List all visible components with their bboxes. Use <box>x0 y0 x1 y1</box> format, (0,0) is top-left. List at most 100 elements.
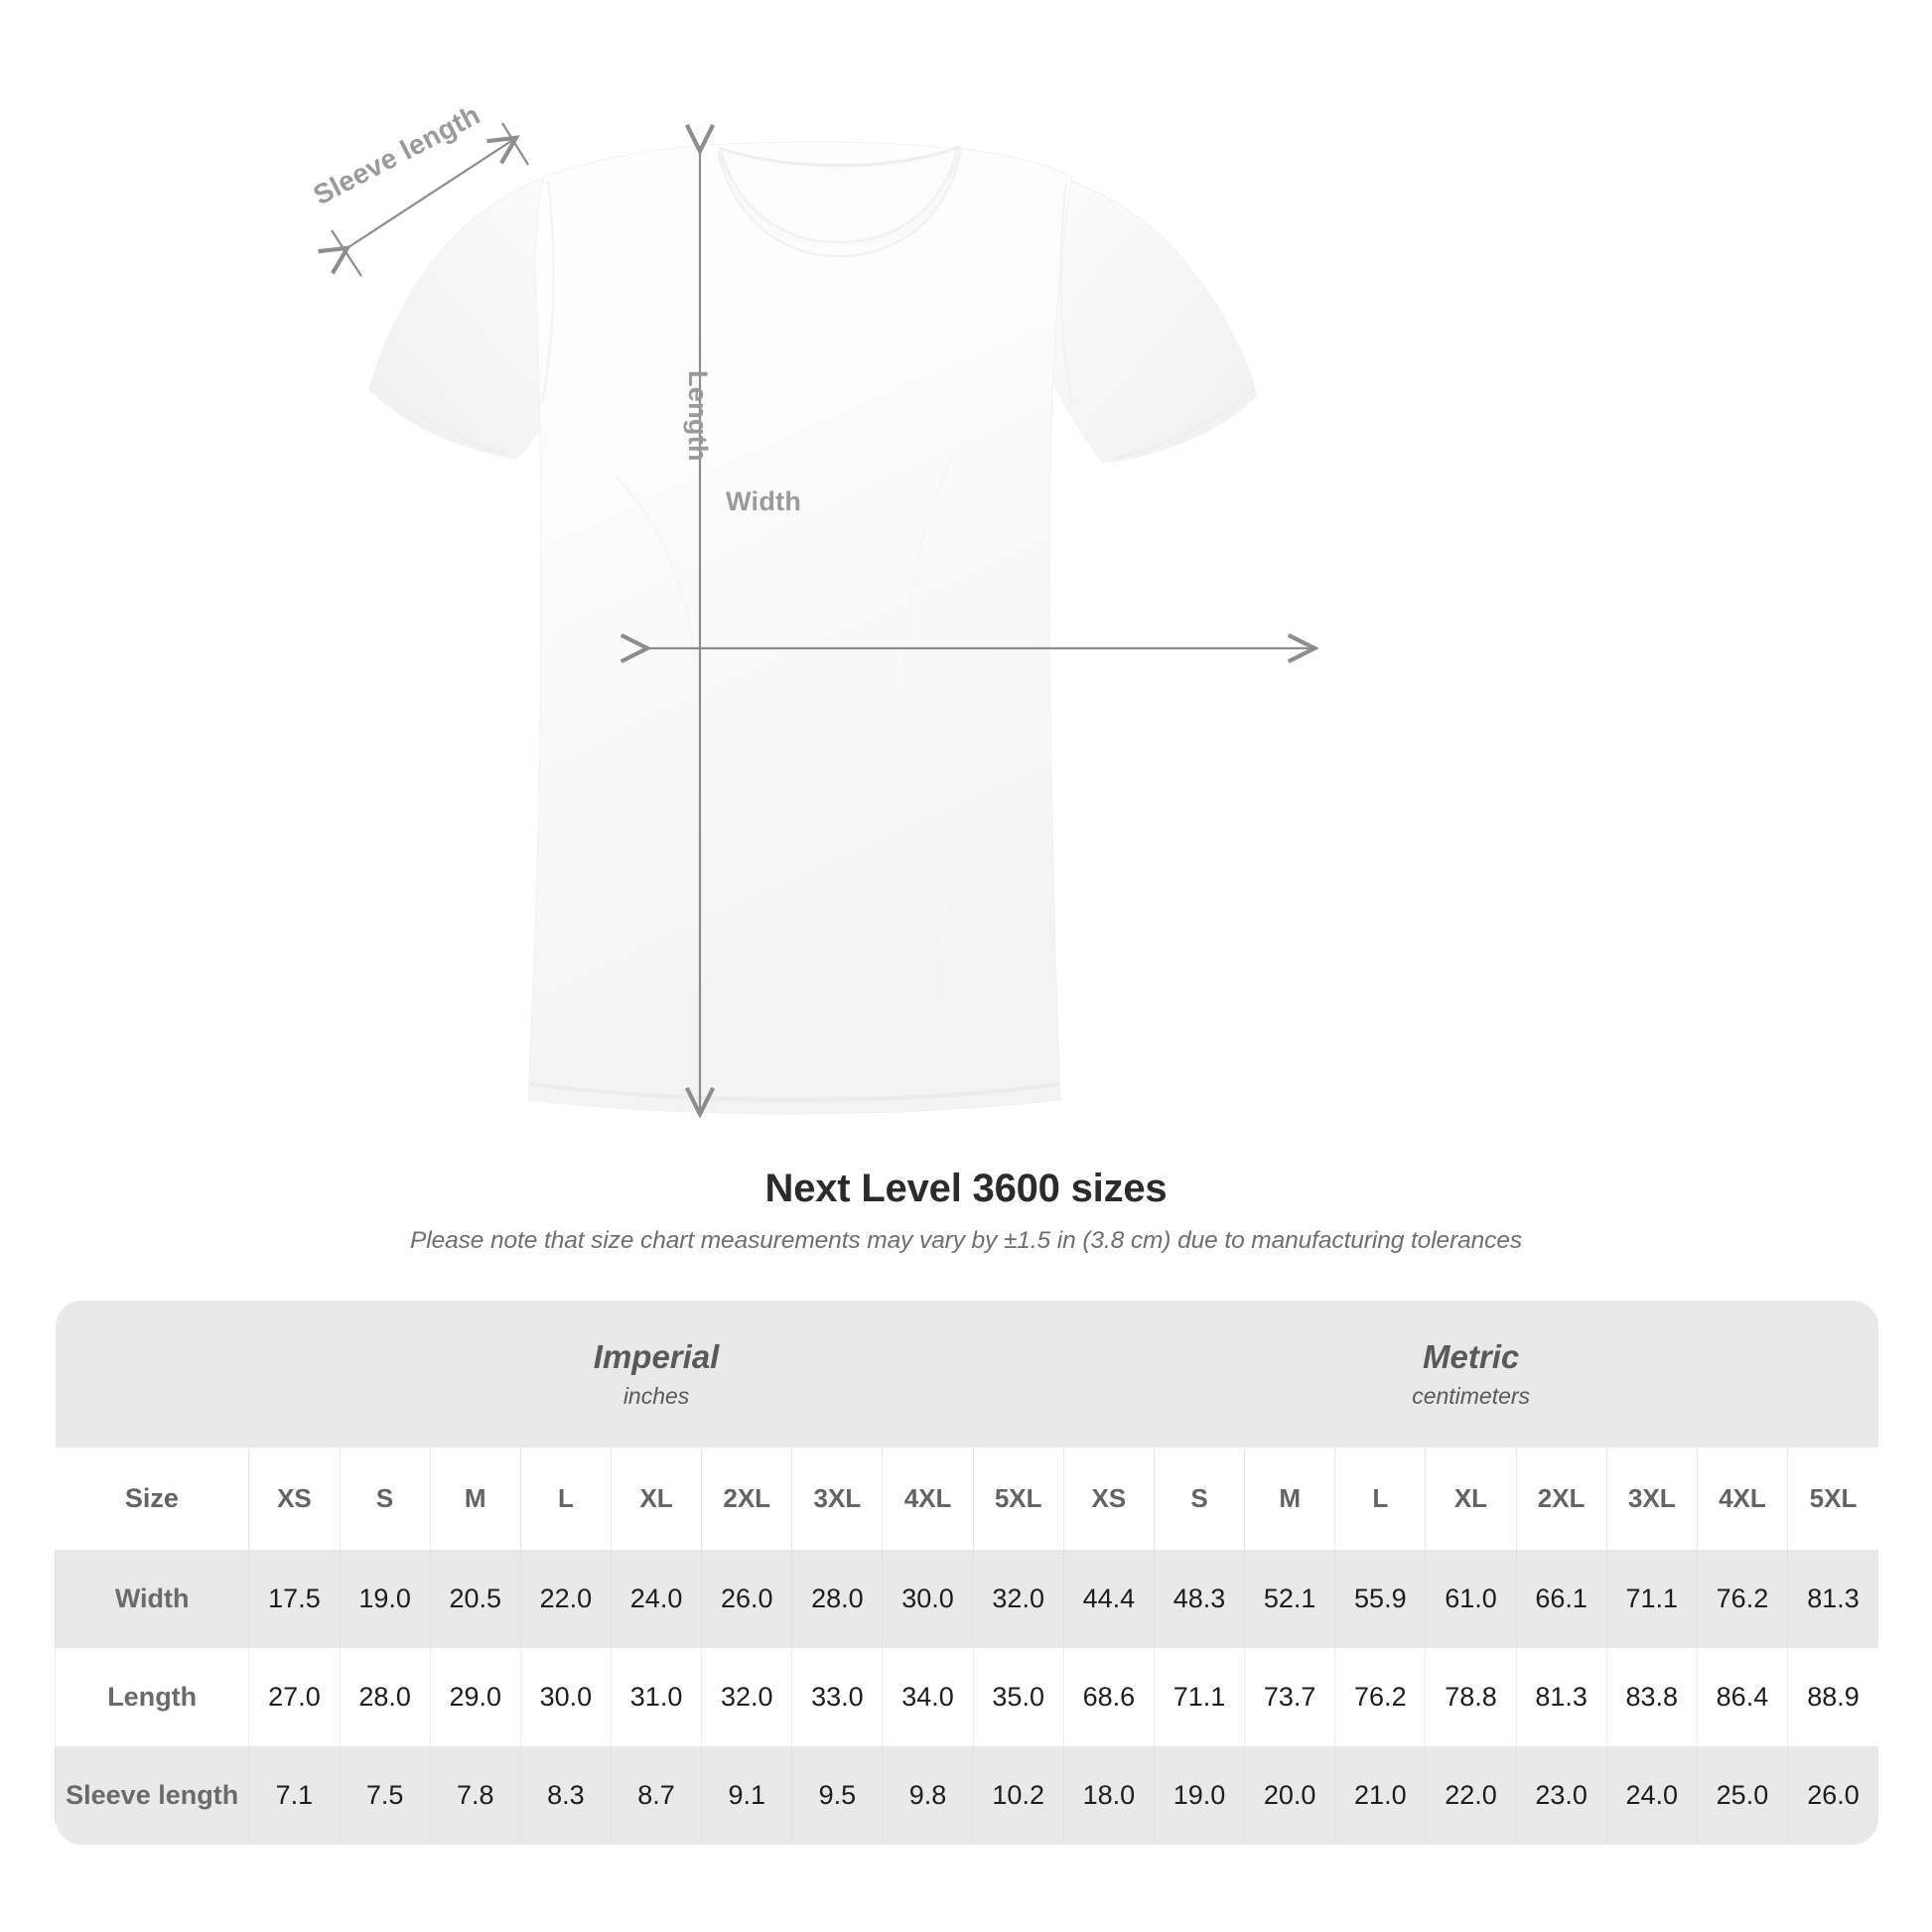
cell-length-metric-2xl: 81.3 <box>1515 1648 1607 1746</box>
unit-group-row: Imperial inches Metric centimeters <box>55 1301 1878 1448</box>
cell-length-metric-3xl: 83.8 <box>1605 1648 1698 1746</box>
cell-sleeve-imperial-3xl: 9.5 <box>791 1746 883 1845</box>
right-shoulder-seam <box>1059 182 1074 406</box>
cell-sleeve-metric-l: 21.0 <box>1334 1746 1426 1845</box>
unit-group-imperial: Imperial inches <box>248 1301 1064 1448</box>
tolerance-note: Please note that size chart measurements… <box>410 1227 1522 1254</box>
width-label: Width <box>726 486 802 516</box>
cell-width-imperial-4xl: 30.0 <box>882 1550 974 1648</box>
unit-group-imperial-sub: inches <box>622 1383 690 1409</box>
tshirt-body <box>527 141 1073 1115</box>
row-label-length: Length <box>55 1648 249 1746</box>
cell-length-metric-s: 71.1 <box>1153 1648 1245 1746</box>
size-header-imperial-m: M <box>429 1448 521 1550</box>
cell-length-metric-5xl: 88.9 <box>1787 1648 1878 1746</box>
size-header-metric-xl: XL <box>1425 1448 1517 1550</box>
title-block: Next Level 3600 sizes Please note that s… <box>0 1167 1932 1255</box>
cell-length-metric-4xl: 86.4 <box>1696 1648 1788 1746</box>
sleeve-length-cap-right <box>501 122 529 166</box>
cell-sleeve-metric-xs: 18.0 <box>1062 1746 1155 1845</box>
left-shoulder-seam <box>540 180 555 404</box>
cell-width-imperial-l: 22.0 <box>519 1550 612 1648</box>
row-label-width: Width <box>55 1550 249 1648</box>
cell-sleeve-metric-xl: 22.0 <box>1425 1746 1517 1845</box>
cell-length-metric-l: 76.2 <box>1334 1648 1426 1746</box>
cell-sleeve-metric-5xl: 26.0 <box>1787 1746 1878 1845</box>
cell-sleeve-imperial-xs: 7.1 <box>248 1746 341 1845</box>
row-label-sleeve-length: Sleeve length <box>55 1746 249 1845</box>
cell-width-imperial-s: 19.0 <box>339 1550 431 1648</box>
cell-length-imperial-3xl: 33.0 <box>791 1648 883 1746</box>
cell-length-imperial-xs: 27.0 <box>248 1648 341 1746</box>
size-header-label: Size <box>55 1448 249 1550</box>
table-row: Sleeve length 7.1 7.5 7.8 8.3 8.7 9.1 9.… <box>55 1746 1878 1845</box>
unit-group-metric: Metric centimeters <box>1063 1301 1878 1448</box>
cell-width-metric-4xl: 76.2 <box>1696 1550 1788 1648</box>
measurement-lines <box>331 122 1312 1112</box>
cell-width-metric-l: 55.9 <box>1334 1550 1426 1648</box>
cell-sleeve-imperial-m: 7.8 <box>429 1746 521 1845</box>
size-header-imperial-xl: XL <box>610 1448 702 1550</box>
cell-length-metric-xs: 68.6 <box>1062 1648 1155 1746</box>
cell-sleeve-imperial-s: 7.5 <box>339 1746 431 1845</box>
tshirt-measurement-illustration: Sleeve length Length Width <box>309 99 1932 1152</box>
cell-length-imperial-4xl: 34.0 <box>882 1648 974 1746</box>
cell-width-imperial-xs: 17.5 <box>248 1550 341 1648</box>
size-header-imperial-4xl: 4XL <box>882 1448 974 1550</box>
cell-length-imperial-5xl: 35.0 <box>972 1648 1064 1746</box>
size-header-metric-5xl: 5XL <box>1787 1448 1878 1550</box>
sleeve-length-arrow <box>345 139 514 249</box>
size-header-row: Size XS S M L XL 2XL 3XL 4XL 5XL XS S M … <box>55 1448 1878 1550</box>
size-header-imperial-xs: XS <box>248 1448 341 1550</box>
cell-length-imperial-2xl: 32.0 <box>701 1648 792 1746</box>
size-header-metric-l: L <box>1334 1448 1426 1550</box>
right-sleeve-hem <box>1113 387 1254 461</box>
size-header-imperial-2xl: 2XL <box>701 1448 792 1550</box>
cell-length-imperial-m: 29.0 <box>429 1648 521 1746</box>
size-header-metric-2xl: 2XL <box>1515 1448 1607 1550</box>
sleeve-length-dimension <box>331 122 529 277</box>
cell-sleeve-metric-s: 19.0 <box>1153 1746 1245 1845</box>
size-header-metric-m: M <box>1244 1448 1335 1550</box>
cell-length-imperial-s: 28.0 <box>339 1648 431 1746</box>
cell-width-imperial-5xl: 32.0 <box>972 1550 1064 1648</box>
neck-rib <box>718 145 961 168</box>
cell-width-imperial-2xl: 26.0 <box>701 1550 792 1648</box>
cell-width-metric-2xl: 66.1 <box>1515 1550 1607 1648</box>
cell-width-metric-5xl: 81.3 <box>1787 1550 1878 1648</box>
cell-length-imperial-l: 30.0 <box>519 1648 612 1746</box>
cell-length-imperial-xl: 31.0 <box>610 1648 702 1746</box>
unit-group-imperial-name: Imperial <box>593 1337 720 1375</box>
size-chart-table: Imperial inches Metric centimeters Size … <box>55 1301 1878 1845</box>
cell-sleeve-imperial-2xl: 9.1 <box>701 1746 792 1845</box>
cell-sleeve-imperial-xl: 8.7 <box>610 1746 702 1845</box>
cell-width-metric-xs: 44.4 <box>1062 1550 1155 1648</box>
cell-sleeve-metric-2xl: 23.0 <box>1515 1746 1607 1845</box>
cell-sleeve-metric-4xl: 25.0 <box>1696 1746 1788 1845</box>
size-header-imperial-3xl: 3XL <box>791 1448 883 1550</box>
cell-sleeve-metric-3xl: 24.0 <box>1605 1746 1698 1845</box>
size-header-imperial-l: L <box>519 1448 612 1550</box>
cell-width-metric-m: 52.1 <box>1244 1550 1335 1648</box>
cell-width-metric-xl: 61.0 <box>1425 1550 1517 1648</box>
cell-width-metric-s: 48.3 <box>1153 1550 1245 1648</box>
cell-width-imperial-m: 20.5 <box>429 1550 521 1648</box>
cell-width-imperial-3xl: 28.0 <box>791 1550 883 1648</box>
size-header-metric-4xl: 4XL <box>1696 1448 1788 1550</box>
size-chart-card: Imperial inches Metric centimeters Size … <box>55 1301 1878 1845</box>
bottom-hem <box>529 1082 1059 1103</box>
size-header-metric-s: S <box>1153 1448 1245 1550</box>
cell-length-metric-m: 73.7 <box>1244 1648 1335 1746</box>
sleeve-length-cap-left <box>331 229 362 277</box>
size-header-metric-xs: XS <box>1062 1448 1155 1550</box>
table-row: Width 17.5 19.0 20.5 22.0 24.0 26.0 28.0… <box>55 1550 1878 1648</box>
unit-group-metric-sub: centimeters <box>1412 1383 1531 1409</box>
table-row: Length 27.0 28.0 29.0 30.0 31.0 32.0 33.… <box>55 1648 1878 1746</box>
cell-sleeve-imperial-l: 8.3 <box>519 1746 612 1845</box>
fabric-fold-3 <box>595 754 686 994</box>
cell-length-metric-xl: 78.8 <box>1425 1648 1517 1746</box>
page-title: Next Level 3600 sizes <box>764 1167 1168 1210</box>
tshirt-graphic <box>368 141 1258 1115</box>
unit-group-metric-name: Metric <box>1423 1337 1520 1375</box>
size-header-metric-3xl: 3XL <box>1605 1448 1698 1550</box>
